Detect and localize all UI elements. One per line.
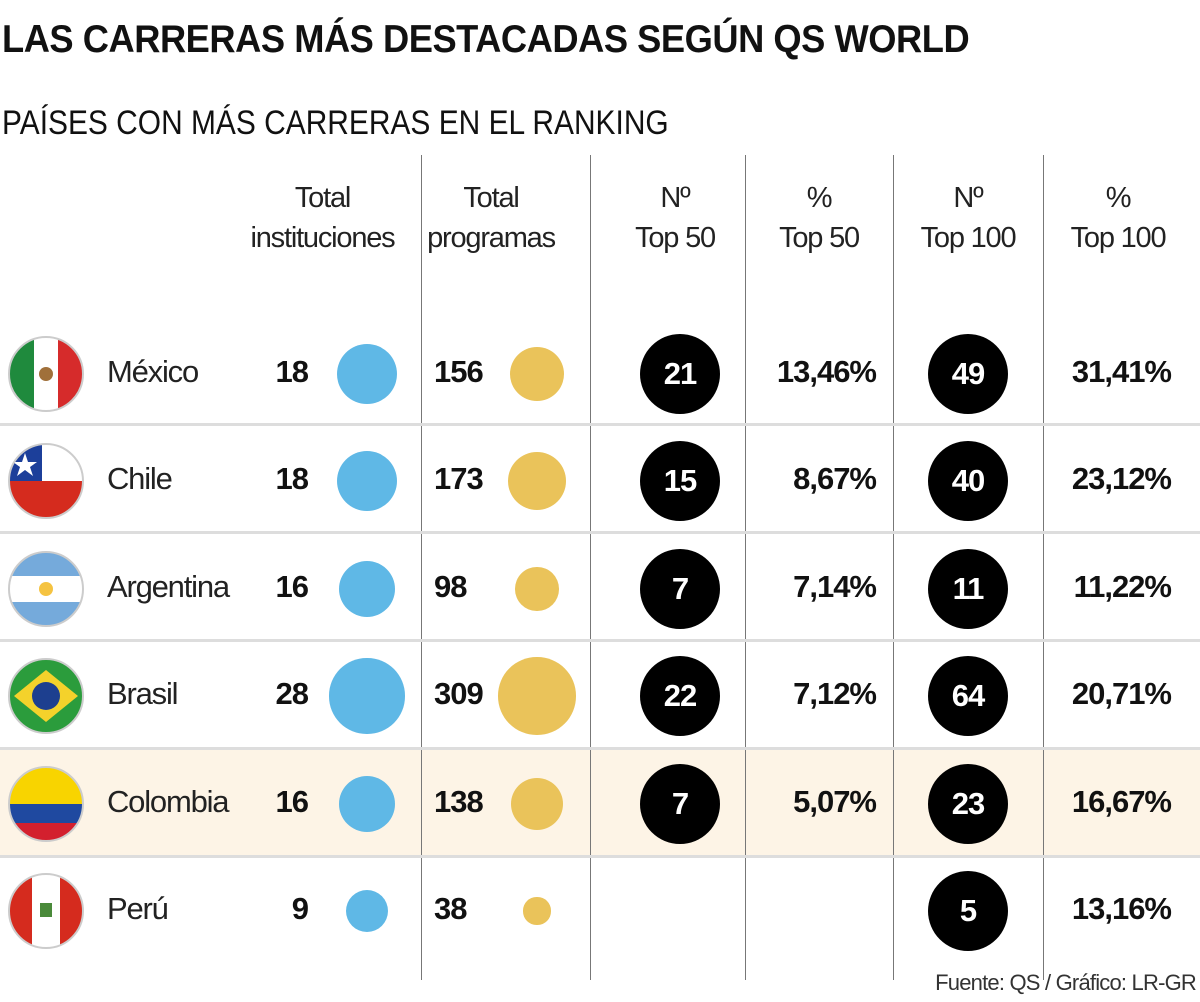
programas-value: 138 bbox=[434, 784, 484, 819]
column-header-pct50: % Top 50 bbox=[745, 178, 893, 258]
instituciones-bubble bbox=[329, 658, 405, 734]
row-divider bbox=[0, 423, 1200, 426]
header-line2: programas bbox=[427, 222, 556, 254]
country-name: Argentina bbox=[107, 569, 230, 604]
header-line1: Nº bbox=[660, 182, 690, 214]
top100-percent: 23,12% bbox=[1071, 461, 1172, 496]
country-name: Colombia bbox=[107, 784, 230, 819]
top50-count-badge: 21 bbox=[640, 334, 720, 414]
programas-value: 98 bbox=[434, 569, 467, 604]
table-row: México 18 156 21 13,46% 49 31,41% bbox=[0, 320, 1200, 428]
top50-count-badge: 7 bbox=[640, 764, 720, 844]
top50-percent: 7,14% bbox=[793, 569, 877, 604]
programas-bubble bbox=[511, 778, 563, 830]
argentina-flag-icon bbox=[8, 551, 84, 627]
table-row: Colombia 16 138 7 5,07% 23 16,67% bbox=[0, 750, 1200, 858]
subtitle: PAÍSES CON MÁS CARRERAS EN EL RANKING bbox=[2, 104, 669, 142]
column-divider bbox=[421, 155, 422, 980]
source-note: Fuente: QS / Gráfico: LR-GR bbox=[935, 970, 1197, 995]
table-row: Argentina 16 98 7 7,14% 11 11,22% bbox=[0, 535, 1200, 643]
table-row: Brasil 28 309 22 7,12% 64 20,71% bbox=[0, 642, 1200, 750]
header-line1: Nº bbox=[953, 182, 983, 214]
top100-percent: 31,41% bbox=[1071, 354, 1172, 389]
top100-count-badge: 5 bbox=[928, 871, 1008, 951]
column-header-instituciones: Total instituciones bbox=[240, 178, 405, 258]
row-divider bbox=[0, 855, 1200, 858]
top50-percent: 5,07% bbox=[793, 784, 877, 819]
page-title: LAS CARRERAS MÁS DESTACADAS SEGÚN QS WOR… bbox=[2, 18, 970, 61]
instituciones-value: 18 bbox=[275, 461, 309, 496]
top100-count-badge: 40 bbox=[928, 441, 1008, 521]
programas-value: 309 bbox=[434, 676, 484, 711]
top50-count-badge: 7 bbox=[640, 549, 720, 629]
column-header-top50: Nº Top 50 bbox=[600, 178, 750, 258]
instituciones-value: 16 bbox=[275, 784, 309, 819]
header-line1: Total bbox=[463, 182, 519, 214]
top50-percent: 8,67% bbox=[793, 461, 877, 496]
top100-count-badge: 49 bbox=[928, 334, 1008, 414]
programas-bubble bbox=[498, 657, 576, 735]
brasil-flag-icon bbox=[8, 658, 84, 734]
instituciones-value: 18 bbox=[275, 354, 309, 389]
top50-count-badge: 22 bbox=[640, 656, 720, 736]
country-name: Brasil bbox=[107, 676, 179, 711]
instituciones-bubble bbox=[336, 450, 398, 512]
row-divider bbox=[0, 531, 1200, 534]
column-divider bbox=[893, 155, 894, 980]
header-line2: Top 50 bbox=[635, 222, 716, 254]
column-header-programas: Total programas bbox=[421, 178, 561, 258]
colombia-flag-icon bbox=[8, 766, 84, 842]
instituciones-bubble bbox=[336, 343, 398, 405]
programas-bubble bbox=[523, 897, 551, 925]
column-header-pct100: % Top 100 bbox=[1043, 178, 1193, 258]
programas-bubble bbox=[508, 452, 566, 510]
programas-value: 173 bbox=[434, 461, 484, 496]
programas-value: 156 bbox=[434, 354, 484, 389]
header-line1: % bbox=[806, 182, 833, 214]
top50-count-badge: 15 bbox=[640, 441, 720, 521]
top50-percent: 13,46% bbox=[776, 354, 877, 389]
column-divider bbox=[590, 155, 591, 980]
header-line2: instituciones bbox=[250, 222, 396, 254]
column-header-top100: Nº Top 100 bbox=[893, 178, 1043, 258]
instituciones-value: 9 bbox=[291, 891, 309, 926]
instituciones-bubble bbox=[338, 775, 396, 833]
country-name: Perú bbox=[107, 891, 169, 926]
row-divider bbox=[0, 639, 1200, 642]
instituciones-bubble bbox=[338, 560, 396, 618]
top100-count-badge: 64 bbox=[928, 656, 1008, 736]
header-line2: Top 100 bbox=[1070, 222, 1167, 254]
column-divider bbox=[745, 155, 746, 980]
instituciones-value: 28 bbox=[275, 676, 309, 711]
header-line1: % bbox=[1105, 182, 1132, 214]
top100-percent: 20,71% bbox=[1071, 676, 1172, 711]
peru-flag-icon bbox=[8, 873, 84, 949]
programas-bubble bbox=[515, 567, 559, 611]
mexico-flag-icon bbox=[8, 336, 84, 412]
row-divider bbox=[0, 747, 1200, 750]
instituciones-value: 16 bbox=[275, 569, 309, 604]
programas-value: 38 bbox=[434, 891, 467, 926]
country-name: Chile bbox=[107, 461, 173, 496]
instituciones-bubble bbox=[345, 889, 389, 933]
programas-bubble bbox=[509, 346, 565, 402]
country-name: México bbox=[107, 354, 199, 389]
column-divider bbox=[1043, 155, 1044, 980]
chile-flag-icon bbox=[8, 443, 84, 519]
table-row: Perú 9 38 5 13,16% bbox=[0, 857, 1200, 965]
header-line1: Total bbox=[294, 182, 351, 214]
top100-percent: 11,22% bbox=[1073, 569, 1172, 604]
top100-count-badge: 23 bbox=[928, 764, 1008, 844]
header-line2: Top 100 bbox=[920, 222, 1017, 254]
header-line2: Top 50 bbox=[779, 222, 860, 254]
top50-percent: 7,12% bbox=[793, 676, 877, 711]
table-row: Chile 18 173 15 8,67% 40 23,12% bbox=[0, 427, 1200, 535]
top100-count-badge: 11 bbox=[928, 549, 1008, 629]
top100-percent: 16,67% bbox=[1071, 784, 1172, 819]
top100-percent: 13,16% bbox=[1071, 891, 1172, 926]
